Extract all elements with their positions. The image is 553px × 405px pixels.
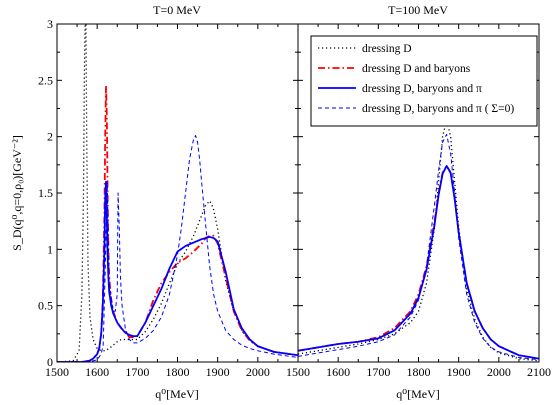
left-x-tick-label: 1600 — [85, 365, 109, 379]
right-series-dressing-d-and-baryons — [298, 165, 539, 360]
right-series-dressing-d-baryons-and — [298, 165, 539, 360]
left-series-dressing-d-and-baryons — [57, 85, 298, 362]
left-x-tick-label: 1700 — [125, 365, 149, 379]
left-x-tick-label: 1900 — [206, 365, 230, 379]
left-panel-series — [57, 24, 298, 362]
right-x-tick-label: 1600 — [326, 365, 350, 379]
left-y-tick-label: 2.5 — [38, 73, 53, 87]
left-x-tick-label: 1500 — [45, 365, 69, 379]
right-series-dressing-d-baryons-and-0 — [298, 133, 539, 361]
right-x-tick-label: 1800 — [407, 365, 431, 379]
right-x-tick-label: 1700 — [366, 365, 390, 379]
legend-label-dressing-d-baryons-and-0: dressing D, baryons and π ( Σ=0) — [362, 103, 514, 115]
left-y-tick-label: 3 — [47, 17, 53, 31]
legend-label-dressing-d-and-baryons: dressing D and baryons — [362, 63, 471, 75]
right-x-tick-label: 2000 — [487, 365, 511, 379]
left-panel-title: T=0 MeV — [153, 3, 201, 17]
right-x-axis-label: q⁰[MeV] — [396, 387, 439, 401]
right-x-tick-label: 1500 — [286, 365, 310, 379]
left-panel-frame — [56, 23, 299, 363]
left-y-tick-label: 2 — [47, 130, 53, 144]
right-panel-title: T=100 MeV — [388, 3, 448, 17]
legend-box — [310, 35, 538, 127]
left-x-tick-label: 2000 — [246, 365, 270, 379]
left-y-tick-label: 0 — [47, 355, 53, 369]
right-x-tick-label: 2100 — [527, 365, 551, 379]
right-x-tick-label: 1900 — [447, 365, 471, 379]
y-axis-label: S_D(q⁰,q=0,ρ₀)[GeV⁻²] — [10, 135, 24, 251]
right-series-dressing-d — [298, 119, 539, 362]
left-y-tick-label: 1 — [47, 242, 53, 256]
legend: dressing D dressing D and baryons dressing… — [310, 35, 538, 127]
left-x-axis-label: q⁰[MeV] — [155, 387, 198, 401]
left-x-tick-label: 1800 — [166, 365, 190, 379]
left-y-tick-label: 0.5 — [38, 299, 53, 313]
left-y-tick-label: 1.5 — [38, 186, 53, 200]
left-series-dressing-d-baryons-and — [57, 180, 298, 362]
axis-ticks: 1500 1600 1700 1800 1900 2000 0 0.5 1 1.5 2 2.5 3 150… — [38, 17, 551, 379]
legend-label-dressing-d: dressing D — [362, 43, 412, 55]
left-series-dressing-d-baryons-and-0 — [57, 135, 298, 362]
left-series-dressing-d — [57, 24, 298, 362]
right-panel-series — [298, 119, 539, 362]
legend-label-dressing-d-baryons-and: dressing D, baryons and π — [362, 83, 482, 95]
